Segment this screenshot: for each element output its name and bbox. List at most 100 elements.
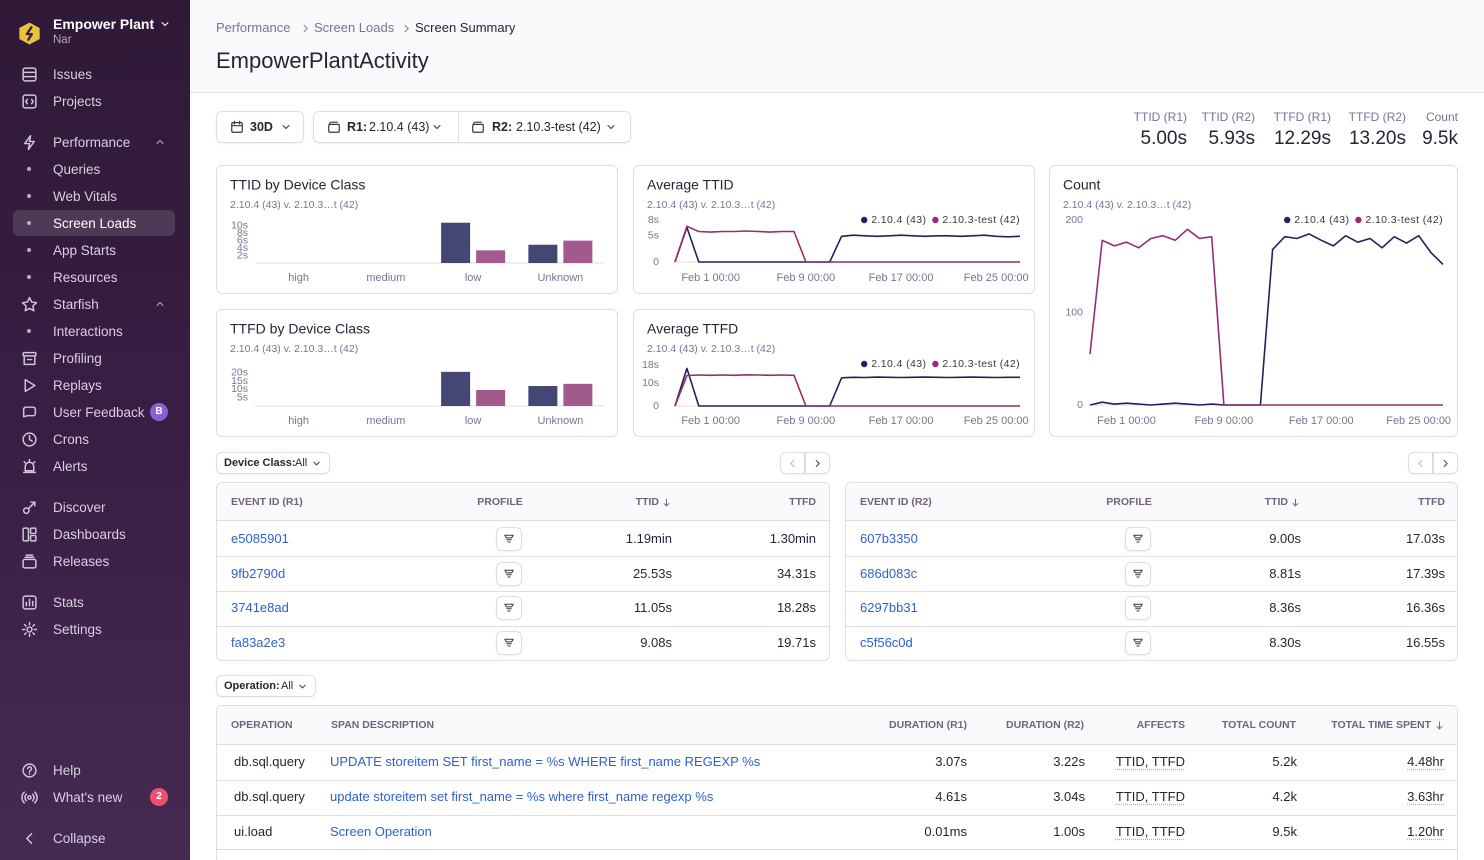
- release-selector[interactable]: [313, 111, 631, 143]
- profile-button[interactable]: [1125, 561, 1151, 586]
- nav-item[interactable]: User Feedback: [53, 404, 145, 420]
- pagination-next-icon: [815, 459, 820, 467]
- nav-item[interactable]: Help: [53, 762, 81, 778]
- event-id-link[interactable]: 6297bb31: [860, 600, 918, 616]
- nav-item[interactable]: Resources: [53, 269, 118, 285]
- org-logo-part: [25, 25, 33, 41]
- column-header[interactable]: TTID: [1264, 495, 1288, 508]
- span-description-link[interactable]: update storeitem set first_name = %s whe…: [330, 789, 714, 804]
- breadcrumb[interactable]: Performance: [216, 20, 291, 35]
- nav-icon: [25, 832, 32, 844]
- nav-item[interactable]: Replays: [53, 377, 102, 393]
- nav-item[interactable]: Stats: [53, 594, 84, 610]
- pagination-prev-icon-part: [1418, 459, 1423, 467]
- nav-item[interactable]: What's new: [53, 789, 123, 805]
- filter-dropdown[interactable]: [216, 675, 316, 697]
- event-id-link[interactable]: fa83a2e3: [231, 635, 286, 651]
- column-header[interactable]: DURATION (R1): [889, 718, 967, 731]
- nav-item[interactable]: Projects: [53, 93, 102, 109]
- pagination-next[interactable]: [1433, 452, 1458, 474]
- column-header[interactable]: TOTAL TIME SPENT: [1331, 718, 1431, 731]
- column-header[interactable]: TOTAL COUNT: [1221, 718, 1296, 731]
- nav-item[interactable]: Dashboards: [53, 526, 126, 542]
- profile-button[interactable]: [496, 596, 522, 621]
- nav-item[interactable]: Settings: [53, 621, 102, 637]
- nav-item[interactable]: Crons: [53, 431, 90, 447]
- event-id-link[interactable]: 3741e8ad: [231, 600, 289, 616]
- release-icon: [328, 121, 340, 133]
- nav-icon-part: [21, 93, 37, 109]
- duration-r1: 3.07s: [935, 754, 967, 769]
- column-header[interactable]: DURATION (R2): [1006, 718, 1084, 731]
- profile-button[interactable]: [1125, 596, 1151, 621]
- dropdown-chevron: [433, 124, 441, 130]
- nav-item[interactable]: Web Vitals: [53, 188, 118, 204]
- nav-icon-part: [25, 832, 32, 844]
- table-header-bg: [217, 483, 829, 521]
- breadcrumb[interactable]: Screen Loads: [314, 20, 395, 35]
- profile-icon-part: [1133, 604, 1143, 612]
- profile-button[interactable]: [496, 561, 522, 586]
- span-description-link[interactable]: Screen Operation: [330, 824, 432, 839]
- column-header[interactable]: AFFECTS: [1136, 718, 1185, 731]
- period-selector[interactable]: [216, 111, 304, 143]
- nav-icon: [21, 93, 37, 109]
- nav-icon-part: [23, 134, 35, 150]
- nav-item[interactable]: Starfish: [53, 296, 99, 312]
- summary-value: 13.20s: [1348, 128, 1406, 149]
- nav-item[interactable]: Releases: [53, 553, 110, 569]
- profile-button[interactable]: [1125, 631, 1151, 656]
- profile-button[interactable]: [1125, 527, 1151, 551]
- row-divider: [217, 815, 1457, 816]
- nav-item[interactable]: Performance: [53, 134, 131, 150]
- pagination-next[interactable]: [805, 452, 830, 474]
- breadcrumb: Screen Summary: [415, 20, 516, 35]
- dropdown-chevron-part: [298, 684, 306, 688]
- nav-icon-part: [24, 378, 36, 392]
- y-tick-label: 10s: [231, 220, 248, 232]
- nav-item[interactable]: Profiling: [53, 350, 102, 366]
- column-header[interactable]: TTID: [635, 495, 659, 508]
- nav-item[interactable]: Discover: [53, 499, 106, 515]
- profile-button[interactable]: [496, 527, 522, 551]
- row-divider: [217, 591, 829, 592]
- span-description-link[interactable]: UPDATE storeitem SET first_name = %s WHE…: [330, 754, 761, 769]
- org-name[interactable]: Empower Plant: [53, 16, 155, 32]
- row-divider: [217, 556, 829, 557]
- filter-dropdown[interactable]: [216, 452, 330, 474]
- event-id-link[interactable]: c5f56c0d: [860, 635, 913, 651]
- event-id-link[interactable]: e5085901: [231, 531, 289, 546]
- pagination-prev[interactable]: [780, 452, 805, 474]
- bar: [528, 244, 558, 263]
- bar: [528, 386, 558, 406]
- ttfd-value: 17.03s: [1405, 531, 1445, 546]
- column-header[interactable]: TTFD: [1418, 495, 1445, 508]
- summary-value: 9.5k: [1422, 128, 1458, 149]
- period-value: 30D: [250, 119, 273, 134]
- chart-panel: Average TTID 2.10.4 (43) v. 2.10.3…t (42)…: [633, 165, 1035, 294]
- nav-item[interactable]: Queries: [53, 161, 101, 177]
- row-divider: [846, 556, 1457, 557]
- column-header[interactable]: TTFD: [789, 495, 816, 508]
- total-time-spent: 1.20hr: [1407, 824, 1444, 839]
- event-id-link[interactable]: 9fb2790d: [231, 565, 286, 581]
- nav-icon-part: [29, 534, 37, 542]
- sort-arrow-part: [1436, 721, 1442, 729]
- event-id-link[interactable]: 607b3350: [860, 531, 918, 546]
- nav-item[interactable]: Interactions: [53, 323, 123, 339]
- event-id-link[interactable]: 686d083c: [860, 565, 918, 581]
- nav-item[interactable]: App Starts: [53, 242, 117, 258]
- nav-icon-part: [29, 526, 37, 534]
- nav-item[interactable]: Issues: [53, 66, 93, 82]
- pagination-prev[interactable]: [1408, 452, 1433, 474]
- nav-item[interactable]: Alerts: [53, 458, 88, 474]
- events-table: [845, 482, 1458, 661]
- table-header-bg: [846, 483, 1457, 521]
- y-tick-label: 5s: [648, 230, 659, 242]
- profile-button[interactable]: [496, 631, 522, 656]
- nav-item[interactable]: Collapse: [53, 830, 106, 846]
- ttfd-value: 16.36s: [1405, 600, 1445, 616]
- summary-label: TTID (R1): [1133, 110, 1187, 124]
- x-tick-label: medium: [366, 272, 405, 284]
- nav-item[interactable]: Screen Loads: [53, 215, 137, 231]
